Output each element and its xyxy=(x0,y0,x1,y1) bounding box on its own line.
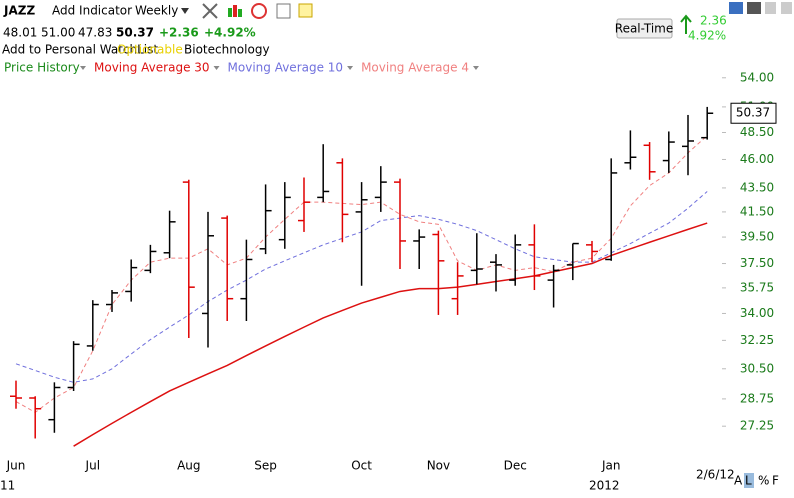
rt-change-pct: 4.92% xyxy=(688,29,726,43)
y-tick-label: 46.00 xyxy=(740,152,774,166)
legend-entry[interactable]: Moving Average 10 xyxy=(228,61,344,75)
x-tick-label: Jun xyxy=(6,459,26,473)
scale-buttons: A L % F xyxy=(734,473,779,488)
quote-high: 51.00 xyxy=(41,26,75,40)
x-tick-label: Nov xyxy=(427,459,450,473)
y-tick-label: 34.00 xyxy=(740,306,774,320)
x-tick-label: Jan xyxy=(601,459,621,473)
symbol[interactable]: JAZZ xyxy=(3,4,35,18)
scale-button[interactable]: A xyxy=(734,474,743,488)
scale-button-bg xyxy=(744,473,754,488)
last-price-box xyxy=(730,102,777,124)
scale-button[interactable]: L xyxy=(745,474,752,488)
tool-icon[interactable] xyxy=(228,8,232,17)
y-tick-label: 48.50 xyxy=(740,125,774,139)
x-tick-label: Jul xyxy=(85,459,100,473)
legend-arrow xyxy=(472,66,479,70)
watchlist-link[interactable]: Add to Personal WatchList xyxy=(2,43,158,57)
interval[interactable]: Weekly xyxy=(135,4,178,18)
last-price: 50.37 xyxy=(736,106,770,120)
y-tick-label: 37.50 xyxy=(740,256,774,270)
y-tick-label: 41.50 xyxy=(740,204,774,218)
window-button[interactable] xyxy=(747,2,761,14)
quote-last: 50.37 xyxy=(116,26,154,40)
industry: Biotechnology xyxy=(184,43,270,57)
last-date: 2/6/12 xyxy=(696,468,735,482)
legend-price[interactable]: Price History xyxy=(4,61,80,75)
toolbar-icons[interactable] xyxy=(202,3,313,19)
tool-icon[interactable] xyxy=(276,3,291,19)
tool-icon[interactable] xyxy=(202,3,218,19)
realtime-label: Real-Time xyxy=(615,22,673,36)
legend-arrow xyxy=(213,66,220,70)
legend-entry[interactable]: Moving Average 4 xyxy=(361,61,469,75)
y-tick-label: 27.25 xyxy=(740,419,774,433)
quote-row: 48.01 51.00 47.83 50.37 +2.36 +4.92% xyxy=(3,26,256,40)
tool-icon[interactable] xyxy=(298,3,313,18)
legend-entry[interactable]: Moving Average 30 xyxy=(94,61,210,75)
year-label: 11 xyxy=(0,479,15,493)
rt-change: 2.36 xyxy=(700,14,727,28)
add-indicator[interactable]: Add Indicator xyxy=(52,4,132,18)
y-tick-label: 54.00 xyxy=(740,70,774,84)
realtime-button[interactable] xyxy=(616,18,673,39)
tool-icon[interactable] xyxy=(233,5,237,17)
y-tick-label: 43.50 xyxy=(740,180,774,194)
y-tick-label: 30.50 xyxy=(740,361,774,375)
quote-change: +2.36 xyxy=(159,26,199,40)
quote-low: 47.83 xyxy=(78,26,112,40)
dropdown-arrow[interactable] xyxy=(181,8,189,14)
quote-change-pct: +4.92% xyxy=(204,26,256,40)
legend-arrow[interactable] xyxy=(80,66,86,70)
y-tick-label: 28.75 xyxy=(740,391,774,405)
year-label: 2012 xyxy=(589,479,620,493)
tool-icon[interactable] xyxy=(238,9,242,17)
window-button[interactable] xyxy=(765,2,776,14)
y-tick-label: 32.25 xyxy=(740,333,774,347)
window-button[interactable] xyxy=(729,2,743,14)
optionable: Optionable xyxy=(117,43,183,57)
scale-button[interactable]: F xyxy=(772,474,779,488)
x-tick-label: Aug xyxy=(177,459,200,473)
moving-average xyxy=(73,222,708,447)
quote-open: 48.01 xyxy=(3,26,37,40)
window-button[interactable] xyxy=(781,2,792,14)
scale-button[interactable]: % xyxy=(758,474,769,488)
y-tick-label: 35.75 xyxy=(740,280,774,294)
up-arrow xyxy=(680,14,692,34)
y-tick-label: 39.50 xyxy=(740,230,774,244)
tool-icon[interactable] xyxy=(251,3,267,19)
x-tick-label: Oct xyxy=(351,459,372,473)
x-tick-label: Dec xyxy=(504,459,527,473)
legend-arrow xyxy=(347,66,354,70)
x-tick-label: Sep xyxy=(254,459,277,473)
